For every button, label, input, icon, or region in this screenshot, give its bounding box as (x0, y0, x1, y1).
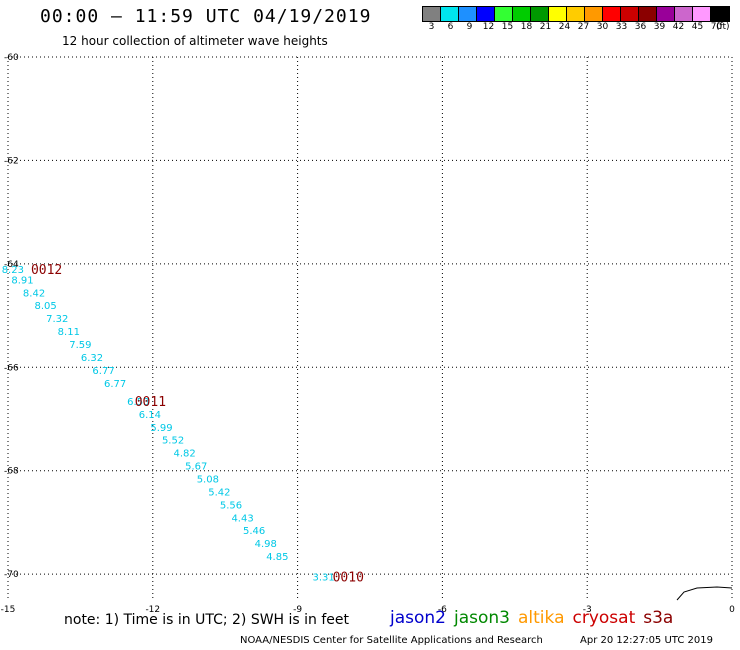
legend-label: 39 (653, 22, 666, 32)
wave-height-value: 4.82 (174, 449, 196, 460)
satellite-jason2: jason2 (390, 608, 446, 628)
satellite-s3a: s3a (643, 608, 674, 628)
legend-swatch (531, 7, 549, 21)
legend-label: 45 (691, 22, 704, 32)
wave-height-value: 8.11 (58, 327, 80, 338)
time-label: 0011 (135, 395, 166, 410)
legend-swatch (693, 7, 711, 21)
wave-height-value: 8.42 (23, 288, 45, 299)
wave-height-value: 6.32 (81, 353, 103, 364)
legend-swatch (711, 7, 729, 21)
wave-height-value: 7.59 (69, 340, 91, 351)
legend-label: 15 (501, 22, 514, 32)
legend-label: 42 (672, 22, 685, 32)
credit-text: NOAA/NESDIS Center for Satellite Applica… (240, 635, 543, 646)
latitude-label: -66 (4, 363, 19, 373)
legend-swatch (513, 7, 531, 21)
legend-swatch (567, 7, 585, 21)
legend-swatch (441, 7, 459, 21)
wave-height-value: 4.43 (231, 513, 253, 524)
legend-label: 27 (577, 22, 590, 32)
wave-height-value: 5.42 (208, 487, 230, 498)
wave-height-value: 4.98 (255, 539, 277, 550)
satellite-cryosat: cryosat (572, 608, 636, 628)
wave-height-value: 8.91 (11, 275, 33, 286)
generated-timestamp: Apr 20 12:27:05 UTC 2019 (580, 635, 713, 646)
longitude-label: 0 (729, 605, 735, 615)
latitude-label: -60 (4, 53, 19, 63)
longitude-label: -6 (438, 605, 447, 615)
legend-swatch (675, 7, 693, 21)
footer-note: note: 1) Time is in UTC; 2) SWH is in fe… (64, 612, 350, 628)
latitude-label: -62 (4, 156, 19, 166)
latitude-label: -68 (4, 467, 19, 477)
wave-height-value: 5.08 (197, 474, 219, 485)
wave-height-value: 8.05 (35, 301, 57, 312)
legend-label: 12 (482, 22, 495, 32)
color-scale-legend (422, 6, 730, 22)
wave-height-value: 5.56 (220, 500, 242, 511)
coastline (676, 586, 733, 601)
legend-swatch (603, 7, 621, 21)
legend-unit: (ft) (716, 22, 730, 32)
longitude-label: -9 (293, 605, 302, 615)
map-subtitle: 12 hour collection of altimeter wave hei… (62, 34, 328, 48)
wave-height-value: 6.77 (104, 379, 126, 390)
legend-swatch (657, 7, 675, 21)
wave-height-value: 7.32 (46, 314, 68, 325)
wave-height-value: 5.52 (162, 436, 184, 447)
legend-swatch (477, 7, 495, 21)
latitude-label: -70 (4, 570, 19, 580)
wave-height-value: 8.23 (2, 265, 24, 276)
wave-height-value: 5.46 (243, 526, 265, 537)
legend-swatch (549, 7, 567, 21)
wave-height-value: 5.67 (185, 462, 207, 473)
legend-label: 6 (447, 22, 454, 32)
legend-label: 9 (466, 22, 473, 32)
satellite-legend: jason2 jason3 altika cryosat s3a (390, 608, 681, 628)
time-label: 0010 (333, 571, 364, 586)
satellite-jason3: jason3 (454, 608, 510, 628)
wave-height-value: 3.31 (313, 573, 335, 584)
legend-swatch (639, 7, 657, 21)
legend-label: 21 (539, 22, 552, 32)
longitude-label: -3 (583, 605, 592, 615)
legend-label: 18 (520, 22, 533, 32)
time-label: 0012 (31, 263, 62, 278)
wave-height-value: 6.53 (127, 397, 149, 408)
legend-swatch (585, 7, 603, 21)
longitude-label: -15 (1, 605, 16, 615)
legend-label: 70 (710, 22, 723, 32)
wave-height-value: 4.85 (266, 552, 288, 563)
legend-label: 33 (615, 22, 628, 32)
latitude-label: -64 (4, 260, 19, 270)
legend-swatch (423, 7, 441, 21)
legend-label: 3 (428, 22, 435, 32)
longitude-label: -12 (145, 605, 160, 615)
color-scale-labels: 3 6 9 12 15 18 21 24 27 30 33 36 39 42 45 70 (422, 22, 726, 32)
wave-height-value: 6.77 (92, 366, 114, 377)
legend-label: 30 (596, 22, 609, 32)
wave-height-value: 6.14 (139, 410, 161, 421)
legend-swatch (621, 7, 639, 21)
map-title: 00:00 – 11:59 UTC 04/19/2019 (40, 6, 372, 27)
legend-label: 24 (558, 22, 571, 32)
satellite-altika: altika (518, 608, 565, 628)
legend-label: 36 (634, 22, 647, 32)
legend-swatch (459, 7, 477, 21)
wave-height-value: 5.99 (150, 423, 172, 434)
legend-swatch (495, 7, 513, 21)
